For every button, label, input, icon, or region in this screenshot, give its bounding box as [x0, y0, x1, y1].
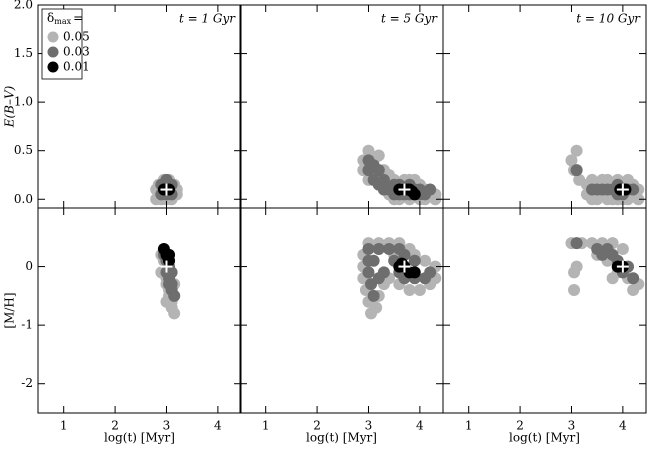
data-point	[168, 307, 181, 320]
data-point	[606, 272, 619, 285]
data-point	[419, 254, 432, 267]
x-tick-label: 3	[365, 419, 373, 433]
panel-title: t = 1 Gyr	[179, 12, 236, 26]
legend: δmax = 0.050.030.01	[41, 8, 90, 80]
data-point	[596, 248, 609, 261]
data-point	[372, 149, 385, 162]
data-point	[408, 254, 421, 267]
panel-frame	[442, 207, 647, 414]
data-point	[565, 154, 578, 167]
legend-marker	[47, 46, 59, 58]
legend-label: 0.05	[63, 30, 90, 44]
data-point	[627, 272, 640, 285]
legend-label: 0.03	[63, 45, 90, 59]
data-point	[570, 144, 583, 157]
y-tick-label: -2	[21, 376, 33, 390]
data-point	[424, 266, 437, 279]
x-tick-label: 1	[60, 419, 68, 433]
data-point	[408, 188, 421, 201]
data-point	[163, 278, 176, 291]
data-point	[570, 260, 583, 273]
y-tick-label: 0.5	[14, 143, 33, 157]
data-point	[403, 284, 416, 296]
panel-title: t = 10 Gyr	[576, 12, 641, 26]
data-point	[616, 243, 629, 255]
data-point	[372, 243, 385, 255]
x-tick-label: 2	[111, 419, 119, 433]
y-tick-label: 0	[25, 259, 33, 273]
panel-frame	[239, 207, 444, 414]
data-point	[395, 257, 408, 270]
x-tick-label: 2	[516, 419, 524, 433]
true-marker	[398, 183, 411, 196]
legend-title: δmax =	[47, 11, 83, 27]
data-point	[568, 284, 581, 296]
data-point	[362, 144, 375, 157]
x-tick-label: 4	[214, 419, 222, 433]
x-tick-label: 4	[619, 419, 627, 433]
data-point	[165, 266, 178, 279]
y-tick-label: 1.0	[14, 95, 33, 109]
true-marker	[160, 260, 173, 273]
x-axis-label: log(t) [Myr]	[509, 431, 580, 445]
x-axis-label: log(t) [Myr]	[104, 431, 175, 445]
panel-frame	[37, 207, 242, 414]
legend-title-part: =	[73, 11, 83, 25]
true-marker	[616, 260, 629, 273]
data-point	[377, 266, 390, 279]
y-tick-label: 1.5	[14, 46, 33, 60]
x-tick-label: 1	[465, 419, 473, 433]
x-tick-label: 3	[568, 419, 576, 433]
legend-title-part: max	[54, 17, 71, 26]
data-point	[632, 193, 645, 206]
data-point	[160, 173, 173, 186]
data-point	[367, 289, 380, 302]
data-point	[362, 243, 375, 255]
data-point	[377, 173, 390, 186]
data-point	[429, 193, 442, 206]
legend-label: 0.01	[63, 60, 90, 74]
data-point	[570, 237, 583, 250]
data-point	[408, 266, 421, 279]
true-marker	[160, 183, 173, 196]
data-point	[370, 301, 383, 314]
y-axis-label: [M/H]	[3, 292, 17, 328]
data-point	[383, 243, 396, 255]
data-point	[372, 164, 385, 177]
legend-title-part: δ	[47, 11, 54, 25]
y-axis-label: E(B–V)	[3, 85, 17, 128]
x-axis-label: log(t) [Myr]	[306, 431, 377, 445]
legend-marker	[47, 31, 59, 43]
y-tick-label: 0.0	[14, 192, 33, 206]
true-marker	[398, 260, 411, 273]
data-point	[367, 254, 380, 267]
y-tick-label: 2.0	[14, 0, 33, 12]
y-tick-label: -1	[21, 318, 33, 332]
data-point	[168, 289, 181, 302]
x-tick-label: 3	[163, 419, 171, 433]
data-point	[362, 266, 375, 279]
x-tick-label: 1	[262, 419, 270, 433]
data-point	[570, 164, 583, 177]
x-tick-label: 4	[416, 419, 424, 433]
data-point	[163, 248, 176, 261]
panel-title: t = 5 Gyr	[381, 12, 438, 26]
legend-marker	[47, 61, 59, 73]
x-tick-label: 2	[313, 419, 321, 433]
true-marker	[616, 183, 629, 196]
data-point	[424, 183, 437, 196]
data-point	[413, 284, 426, 296]
